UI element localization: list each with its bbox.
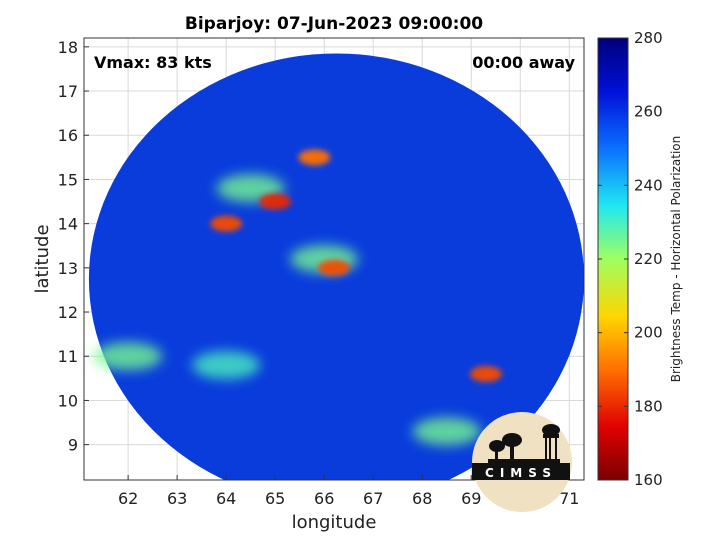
brightness-features — [94, 149, 502, 446]
x-tick-label: 68 — [412, 489, 432, 508]
brightness-feature — [94, 342, 163, 371]
x-tick-label: 69 — [461, 489, 481, 508]
colorbar-tick-label: 200 — [634, 324, 663, 342]
plot-frame — [83, 37, 585, 481]
brightness-feature — [318, 259, 350, 276]
y-tick-label: 15 — [58, 170, 78, 189]
y-tick-label: 10 — [58, 391, 78, 410]
brightness-feature — [469, 365, 502, 382]
x-tick-label: 62 — [118, 489, 138, 508]
brightness-feature — [192, 351, 261, 380]
colorbar — [597, 37, 629, 481]
y-tick-label: 18 — [58, 38, 78, 57]
y-tick-label: 11 — [58, 347, 78, 366]
y-tick-label: 13 — [58, 259, 78, 278]
brightness-feature — [298, 149, 331, 166]
y-tick-label: 14 — [58, 215, 78, 234]
chart-title: Biparjoy: 07-Jun-2023 09:00:00 — [185, 14, 483, 34]
brightness-feature — [259, 193, 292, 210]
y-axis-label: latitude — [32, 224, 53, 293]
away-annotation: 00:00 away — [472, 53, 575, 72]
colorbar-tick-label: 260 — [634, 103, 663, 121]
x-tick-label: 67 — [363, 489, 383, 508]
y-tick-label: 16 — [58, 126, 78, 145]
x-tick-label: 64 — [216, 489, 236, 508]
colorbar-label: Brightness Temp - Horizontal Polarizatio… — [669, 136, 683, 383]
cimss-logo: CIMSS — [472, 412, 572, 512]
y-tick-label: 9 — [68, 436, 78, 455]
x-tick-label: 71 — [559, 489, 579, 508]
x-tick-label: 66 — [314, 489, 334, 508]
colorbar-tick-label: 240 — [634, 176, 663, 194]
colorbar-tick-label: 160 — [634, 471, 663, 489]
colorbar-tick-label: 220 — [634, 250, 663, 268]
y-tick-label: 12 — [58, 303, 78, 322]
x-tick-label: 63 — [167, 489, 187, 508]
x-axis-label: longitude — [292, 512, 377, 533]
colorbar-tick-label: 180 — [634, 397, 663, 415]
y-axis: 9 10 11 12 13 14 15 16 17 18 — [58, 38, 89, 455]
colorbar-tick-label: 280 — [634, 29, 663, 47]
brightness-feature — [412, 417, 481, 446]
x-axis: 62636465666768697071 — [118, 475, 579, 508]
svg-text:CIMSS: CIMSS — [485, 466, 557, 480]
brightness-feature — [210, 215, 243, 232]
x-tick-label: 65 — [265, 489, 285, 508]
colorbar-ticks: 160 180 200 220 240 260 280 — [598, 29, 663, 489]
vmax-annotation: Vmax: 83 kts — [94, 53, 212, 72]
y-tick-label: 17 — [58, 82, 78, 101]
